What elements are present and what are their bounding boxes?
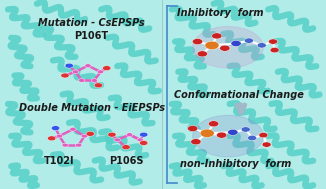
Circle shape — [103, 66, 111, 71]
Text: non-Inhibitory  form: non-Inhibitory form — [180, 160, 292, 169]
Circle shape — [216, 132, 227, 138]
Circle shape — [65, 63, 73, 68]
Circle shape — [197, 51, 207, 57]
Circle shape — [140, 141, 148, 146]
Circle shape — [200, 129, 214, 137]
Circle shape — [85, 64, 91, 68]
Text: Conformational Change: Conformational Change — [174, 90, 304, 99]
Circle shape — [231, 40, 241, 46]
Text: P106S: P106S — [110, 156, 144, 166]
Circle shape — [228, 129, 238, 135]
Circle shape — [259, 132, 268, 138]
Text: Double Mutation - EiEPSPs: Double Mutation - EiEPSPs — [19, 103, 165, 113]
Circle shape — [248, 135, 257, 141]
Circle shape — [79, 79, 85, 82]
Circle shape — [75, 143, 82, 147]
Circle shape — [187, 125, 198, 132]
Circle shape — [126, 133, 133, 136]
Circle shape — [257, 43, 266, 48]
Circle shape — [62, 143, 68, 147]
Circle shape — [244, 38, 253, 43]
Circle shape — [91, 79, 97, 82]
Circle shape — [220, 45, 230, 51]
Circle shape — [192, 39, 203, 45]
Circle shape — [208, 121, 219, 127]
Text: Mutation - CsEPSPs: Mutation - CsEPSPs — [38, 18, 145, 28]
Circle shape — [72, 70, 79, 74]
Circle shape — [140, 132, 148, 137]
Circle shape — [70, 127, 76, 131]
Circle shape — [86, 131, 95, 136]
Text: Inhibitory  form: Inhibitory form — [177, 8, 263, 18]
Circle shape — [97, 70, 104, 74]
Circle shape — [262, 142, 271, 147]
Circle shape — [94, 83, 103, 88]
Ellipse shape — [193, 115, 263, 157]
Circle shape — [269, 39, 277, 44]
Circle shape — [108, 132, 116, 137]
Circle shape — [122, 145, 130, 150]
Circle shape — [56, 134, 63, 138]
Text: T102I: T102I — [44, 156, 75, 166]
Circle shape — [241, 127, 250, 132]
Circle shape — [48, 136, 56, 141]
Circle shape — [61, 73, 69, 78]
Circle shape — [205, 41, 219, 50]
Text: P106T: P106T — [74, 31, 109, 41]
Circle shape — [52, 126, 60, 131]
Circle shape — [212, 33, 222, 39]
Circle shape — [191, 139, 201, 145]
Circle shape — [270, 47, 279, 53]
Circle shape — [81, 134, 88, 138]
Circle shape — [137, 138, 143, 142]
Circle shape — [114, 138, 120, 142]
Ellipse shape — [193, 26, 263, 68]
